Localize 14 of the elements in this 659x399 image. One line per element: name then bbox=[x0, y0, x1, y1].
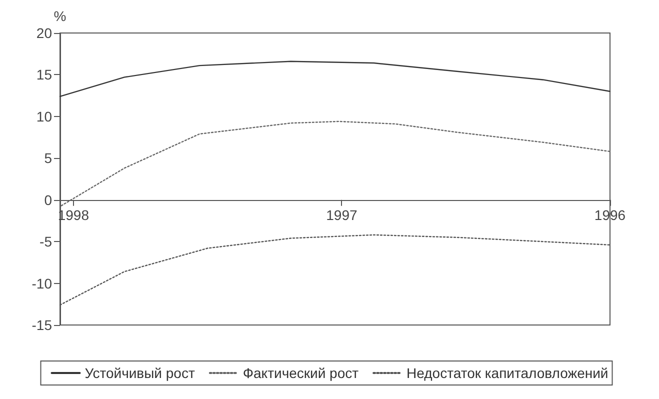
legend-label: Недостаток капиталовложений bbox=[406, 365, 608, 381]
y-tick-label: 0 bbox=[44, 192, 52, 208]
y-tick-label: -15 bbox=[32, 317, 52, 333]
y-tick-label: 10 bbox=[36, 108, 52, 124]
y-tick-label: -10 bbox=[32, 275, 52, 292]
y-tick-label: 20 bbox=[36, 25, 52, 41]
x-tick-label: 1997 bbox=[326, 206, 358, 223]
line-series bbox=[59, 60, 611, 98]
y-tick-label: -5 bbox=[40, 234, 52, 250]
y-axis-title: % bbox=[54, 8, 66, 24]
y-tick-label: 5 bbox=[44, 150, 52, 166]
y-tick-label: 15 bbox=[36, 66, 52, 83]
legend-label: Фактический рост bbox=[242, 365, 360, 381]
legend-label: Устойчивый рост bbox=[84, 365, 196, 381]
